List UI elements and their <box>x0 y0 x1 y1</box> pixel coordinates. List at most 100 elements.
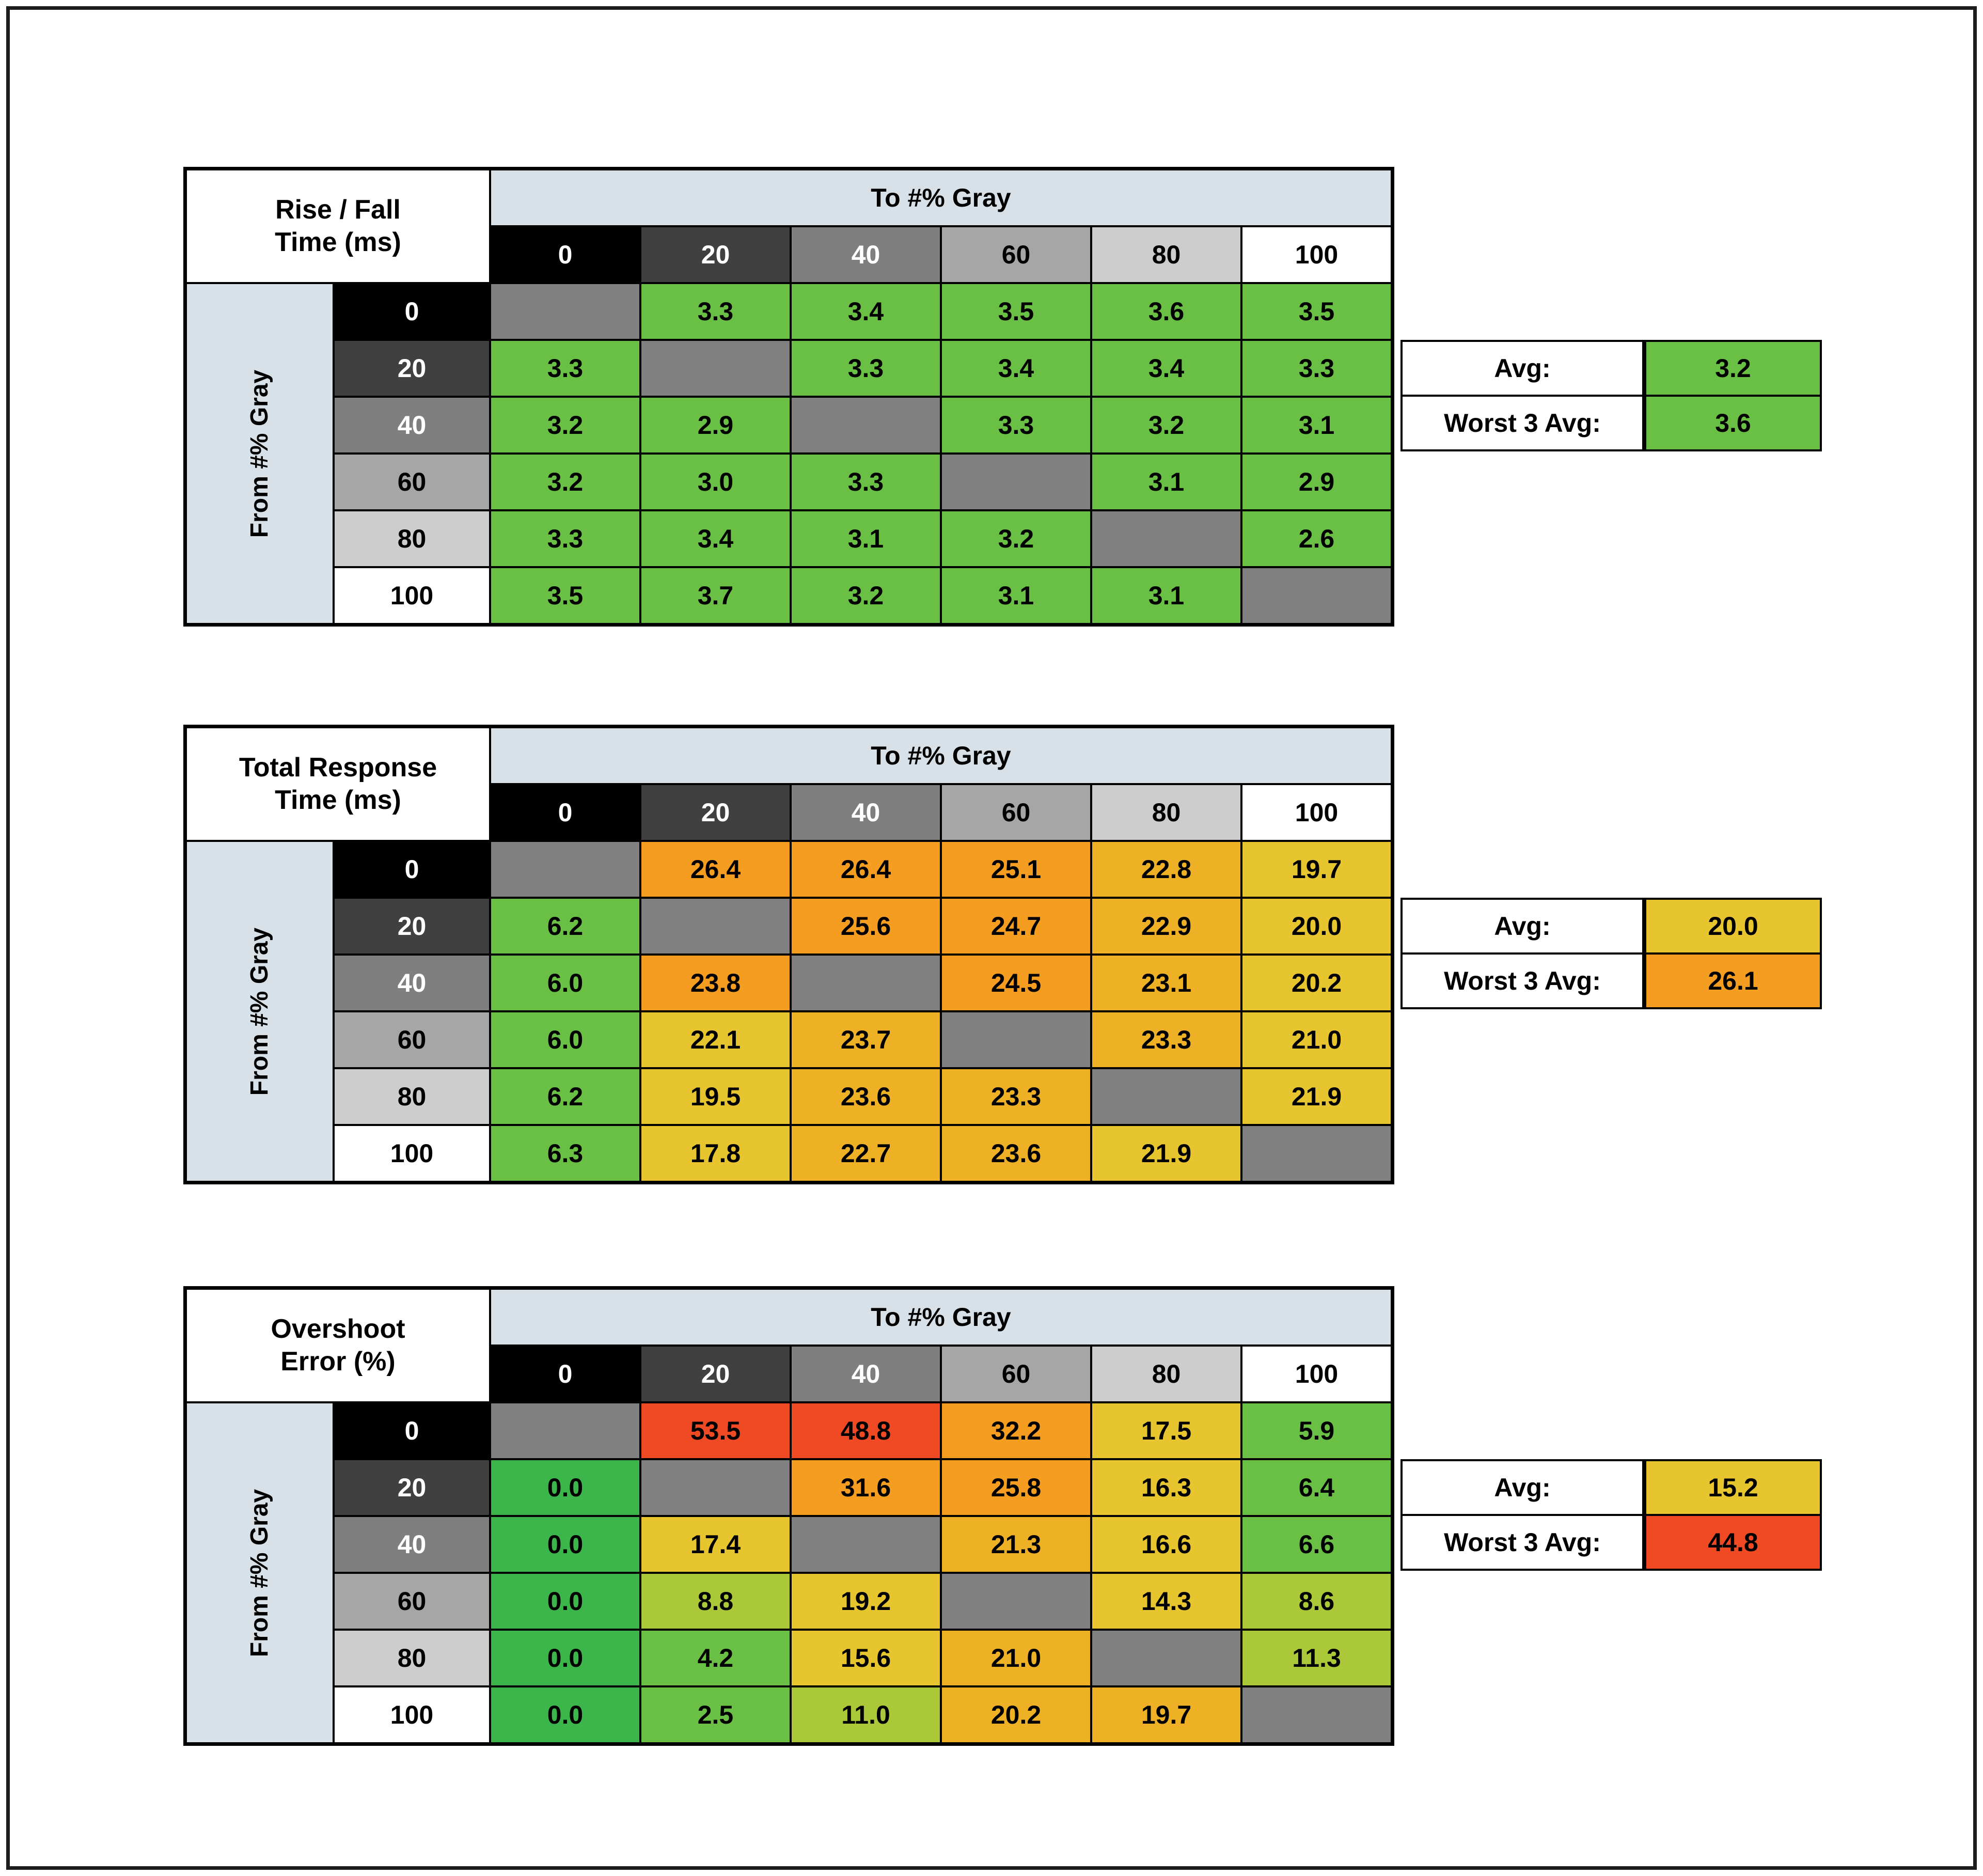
avg-label: Avg: <box>1400 340 1644 397</box>
value-cell: 23.8 <box>640 955 791 1011</box>
value-cell: 3.3 <box>490 510 640 567</box>
value-cell: 25.1 <box>941 841 1091 898</box>
col-header-40: 40 <box>791 226 941 283</box>
value-cell: 31.6 <box>791 1459 941 1516</box>
value-cell: 11.0 <box>791 1686 941 1743</box>
value-cell: 32.2 <box>941 1402 1091 1459</box>
row-header-100: 100 <box>334 567 490 624</box>
col-header-40: 40 <box>791 784 941 841</box>
col-header-40: 40 <box>791 1346 941 1402</box>
col-header-80: 80 <box>1091 1346 1241 1402</box>
row-header-80: 80 <box>334 1068 490 1125</box>
value-cell: 3.4 <box>1091 340 1241 397</box>
value-cell: 23.6 <box>941 1125 1091 1182</box>
diagonal-cell <box>941 1573 1091 1630</box>
avg-value: 20.0 <box>1644 898 1822 955</box>
value-cell: 2.6 <box>1241 510 1392 567</box>
value-cell: 3.3 <box>490 340 640 397</box>
row-header-40: 40 <box>334 1516 490 1573</box>
value-cell: 6.2 <box>490 898 640 955</box>
value-cell: 3.5 <box>490 567 640 624</box>
row-header-40: 40 <box>334 397 490 454</box>
value-cell: 24.5 <box>941 955 1091 1011</box>
value-cell: 8.8 <box>640 1573 791 1630</box>
row-header-40: 40 <box>334 955 490 1011</box>
value-cell: 3.4 <box>941 340 1091 397</box>
row-header-20: 20 <box>334 1459 490 1516</box>
row-header-100: 100 <box>334 1686 490 1743</box>
value-cell: 11.3 <box>1241 1630 1392 1686</box>
diagonal-cell <box>640 1459 791 1516</box>
value-cell: 3.1 <box>791 510 941 567</box>
value-cell: 19.5 <box>640 1068 791 1125</box>
rise-fall-time-table: Rise / Fall Time (ms) To #% Gray 0 20 40 60 80 1… <box>183 167 1822 627</box>
value-cell: 25.8 <box>941 1459 1091 1516</box>
diagonal-cell <box>941 1011 1091 1068</box>
value-cell: 0.0 <box>490 1686 640 1743</box>
value-cell: 21.0 <box>1241 1011 1392 1068</box>
table-title-line2: Error (%) <box>280 1347 396 1377</box>
value-cell: 6.0 <box>490 1011 640 1068</box>
value-cell: 0.0 <box>490 1459 640 1516</box>
value-cell: 26.4 <box>640 841 791 898</box>
avg-value: 3.2 <box>1644 340 1822 397</box>
value-cell: 23.3 <box>941 1068 1091 1125</box>
value-cell: 3.1 <box>1241 397 1392 454</box>
value-cell: 3.0 <box>640 454 791 510</box>
value-cell: 15.6 <box>791 1630 941 1686</box>
avg-label: Avg: <box>1400 1459 1644 1516</box>
value-cell: 21.3 <box>941 1516 1091 1573</box>
col-header-20: 20 <box>640 1346 791 1402</box>
diagonal-cell <box>1241 1125 1392 1182</box>
diagonal-cell <box>490 841 640 898</box>
diagonal-cell <box>1241 1686 1392 1743</box>
diagonal-cell <box>1241 567 1392 624</box>
table-title-line1: Rise / Fall <box>275 194 401 225</box>
value-cell: 17.4 <box>640 1516 791 1573</box>
value-cell: 3.4 <box>640 510 791 567</box>
value-cell: 3.3 <box>941 397 1091 454</box>
row-axis-label-text: From #% Gray <box>246 927 274 1096</box>
row-header-80: 80 <box>334 510 490 567</box>
row-header-0: 0 <box>334 283 490 340</box>
value-cell: 17.5 <box>1091 1402 1241 1459</box>
worst3avg-value: 26.1 <box>1644 952 1822 1009</box>
col-header-60: 60 <box>941 226 1091 283</box>
value-cell: 21.9 <box>1091 1125 1241 1182</box>
value-cell: 3.5 <box>1241 283 1392 340</box>
col-header-100: 100 <box>1241 784 1392 841</box>
row-header-80: 80 <box>334 1630 490 1686</box>
value-cell: 19.7 <box>1241 841 1392 898</box>
value-cell: 3.2 <box>791 567 941 624</box>
value-cell: 17.8 <box>640 1125 791 1182</box>
col-header-80: 80 <box>1091 784 1241 841</box>
diagonal-cell <box>1091 1630 1241 1686</box>
value-cell: 3.1 <box>1091 454 1241 510</box>
col-header-0: 0 <box>490 1346 640 1402</box>
worst3avg-label: Worst 3 Avg: <box>1400 1514 1644 1571</box>
value-cell: 3.3 <box>1241 340 1392 397</box>
col-header-60: 60 <box>941 1346 1091 1402</box>
value-cell: 20.2 <box>941 1686 1091 1743</box>
value-cell: 3.7 <box>640 567 791 624</box>
value-cell: 19.2 <box>791 1573 941 1630</box>
col-header-0: 0 <box>490 226 640 283</box>
value-cell: 16.3 <box>1091 1459 1241 1516</box>
value-cell: 22.9 <box>1091 898 1241 955</box>
total-response-time-table: Total Response Time (ms) To #% Gray 0 20 40 60… <box>183 725 1822 1184</box>
col-header-20: 20 <box>640 226 791 283</box>
value-cell: 48.8 <box>791 1402 941 1459</box>
table-title-line1: Total Response <box>239 752 437 783</box>
worst3avg-label: Worst 3 Avg: <box>1400 395 1644 451</box>
value-cell: 14.3 <box>1091 1573 1241 1630</box>
col-header-80: 80 <box>1091 226 1241 283</box>
row-axis-label: From #% Gray <box>186 1402 334 1743</box>
value-cell: 6.3 <box>490 1125 640 1182</box>
value-cell: 3.5 <box>941 283 1091 340</box>
value-cell: 3.3 <box>791 340 941 397</box>
value-cell: 25.6 <box>791 898 941 955</box>
value-cell: 3.1 <box>941 567 1091 624</box>
value-cell: 6.6 <box>1241 1516 1392 1573</box>
value-cell: 3.3 <box>791 454 941 510</box>
value-cell: 2.9 <box>1241 454 1392 510</box>
